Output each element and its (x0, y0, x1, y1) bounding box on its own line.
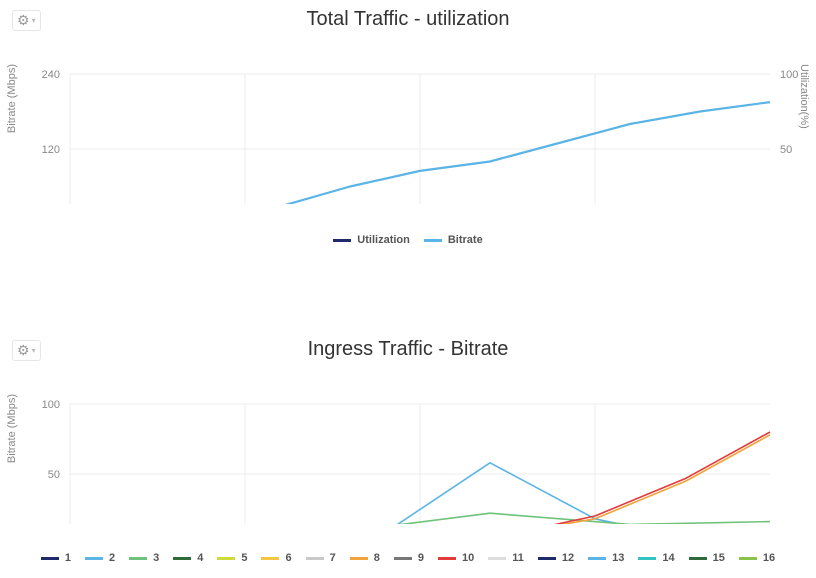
legend-swatch (739, 557, 757, 560)
gear-icon: ⚙ (17, 342, 30, 359)
panel2-legend: 12345678910111213141516 (0, 552, 816, 564)
chevron-down-icon: ▾ (32, 16, 36, 25)
legend-label: 1 (65, 552, 71, 564)
legend-item-6[interactable]: 6 (261, 552, 291, 564)
panel1-title: Total Traffic - utilization (0, 0, 816, 31)
svg-text:50: 50 (780, 144, 792, 156)
legend-item-7[interactable]: 7 (306, 552, 336, 564)
panel-total-traffic: ⚙ ▾ Total Traffic - utilization Bitrate … (0, 0, 816, 260)
legend-item-utilization[interactable]: Utilization (333, 234, 410, 246)
legend-item-9[interactable]: 9 (394, 552, 424, 564)
panel1-ylabel-left: Bitrate (Mbps) (6, 64, 18, 133)
legend-label: 3 (153, 552, 159, 564)
legend-item-2[interactable]: 2 (85, 552, 115, 564)
legend-label: Bitrate (448, 234, 483, 246)
legend-label: 9 (418, 552, 424, 564)
legend-item-10[interactable]: 10 (438, 552, 474, 564)
legend-swatch (129, 557, 147, 560)
legend-item-12[interactable]: 12 (538, 552, 574, 564)
panel2-title: Ingress Traffic - Bitrate (0, 330, 816, 361)
legend-label: 7 (330, 552, 336, 564)
legend-swatch (588, 557, 606, 560)
panel1-ylabel-right: Utilization(%) (798, 64, 810, 129)
legend-swatch (638, 557, 656, 560)
panel2-settings-button[interactable]: ⚙ ▾ (12, 340, 41, 361)
svg-text:50: 50 (48, 469, 60, 481)
legend-item-5[interactable]: 5 (217, 552, 247, 564)
legend-item-11[interactable]: 11 (488, 552, 524, 564)
legend-swatch (217, 557, 235, 560)
panel2-chart: Bitrate (Mbps) 05010017:1517:3017:45 (10, 364, 806, 524)
legend-swatch (261, 557, 279, 560)
legend-item-1[interactable]: 1 (41, 552, 71, 564)
legend-swatch (538, 557, 556, 560)
legend-swatch (424, 239, 442, 242)
legend-swatch (689, 557, 707, 560)
legend-item-13[interactable]: 13 (588, 552, 624, 564)
legend-label: 5 (241, 552, 247, 564)
panel1-settings-button[interactable]: ⚙ ▾ (12, 10, 41, 31)
svg-text:100: 100 (780, 69, 798, 81)
legend-label: 13 (612, 552, 624, 564)
legend-label: 14 (662, 552, 674, 564)
legend-swatch (438, 557, 456, 560)
legend-label: 15 (713, 552, 725, 564)
legend-label: Utilization (357, 234, 410, 246)
legend-swatch (394, 557, 412, 560)
svg-text:120: 120 (42, 144, 60, 156)
legend-item-4[interactable]: 4 (173, 552, 203, 564)
legend-label: 6 (285, 552, 291, 564)
panel2-svg: 05010017:1517:3017:45 (10, 364, 806, 524)
legend-swatch (306, 557, 324, 560)
legend-swatch (41, 557, 59, 560)
legend-label: 4 (197, 552, 203, 564)
chevron-down-icon: ▾ (32, 346, 36, 355)
panel2-ylabel-left: Bitrate (Mbps) (6, 394, 18, 463)
legend-label: 11 (512, 552, 524, 564)
legend-swatch (85, 557, 103, 560)
legend-label: 2 (109, 552, 115, 564)
panel1-legend: Utilization Bitrate (0, 234, 816, 246)
legend-item-8[interactable]: 8 (350, 552, 380, 564)
legend-label: 10 (462, 552, 474, 564)
legend-label: 8 (374, 552, 380, 564)
legend-swatch (350, 557, 368, 560)
legend-item-bitrate[interactable]: Bitrate (424, 234, 483, 246)
legend-swatch (333, 239, 351, 242)
legend-item-15[interactable]: 15 (689, 552, 725, 564)
gear-icon: ⚙ (17, 12, 30, 29)
panel-ingress-traffic: ⚙ ▾ Ingress Traffic - Bitrate Bitrate (M… (0, 330, 816, 578)
legend-label: 12 (562, 552, 574, 564)
legend-item-3[interactable]: 3 (129, 552, 159, 564)
legend-swatch (173, 557, 191, 560)
panel1-svg: 012024005010017:1517:3017:45 (10, 34, 806, 204)
panel1-chart: Bitrate (Mbps) Utilization(%) 0120240050… (10, 34, 806, 204)
legend-swatch (488, 557, 506, 560)
legend-item-16[interactable]: 16 (739, 552, 775, 564)
legend-item-14[interactable]: 14 (638, 552, 674, 564)
legend-label: 16 (763, 552, 775, 564)
svg-text:100: 100 (42, 399, 60, 411)
svg-text:240: 240 (42, 69, 60, 81)
